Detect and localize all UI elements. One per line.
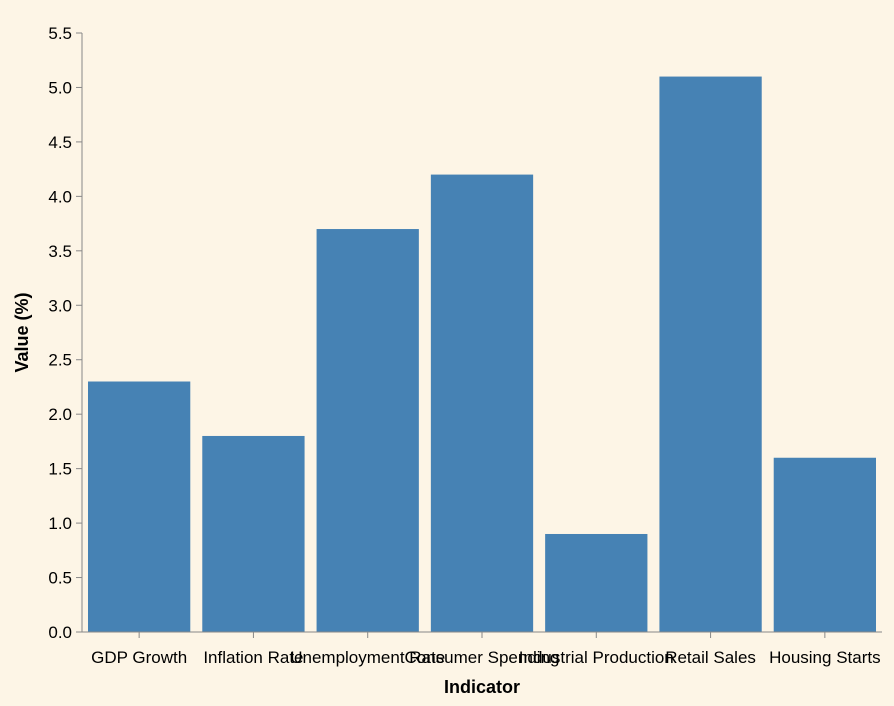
y-tick-label: 3.0 <box>48 296 72 315</box>
x-tick-label: Industrial Production <box>519 648 674 667</box>
y-tick-label: 0.5 <box>48 569 72 588</box>
y-tick-label: 3.5 <box>48 242 72 261</box>
bar-industrial-production <box>545 533 648 632</box>
y-axis-title: Value (%) <box>12 292 32 372</box>
bars <box>88 76 876 632</box>
bar-gdp-growth <box>88 381 191 632</box>
bar-inflation-rate <box>202 435 305 632</box>
y-tick-label: 5.5 <box>48 24 72 43</box>
x-tick-label: Inflation Rate <box>203 648 303 667</box>
y-tick-label: 1.5 <box>48 460 72 479</box>
y-tick-label: 2.5 <box>48 351 72 370</box>
y-tick-label: 0.0 <box>48 623 72 642</box>
x-tick-label: Unemployment Rate <box>290 648 445 667</box>
bar-unemployment-rate <box>316 229 419 632</box>
x-tick-label: Consumer Spending <box>405 648 560 667</box>
x-tick-label: GDP Growth <box>91 648 187 667</box>
y-tick-label: 4.0 <box>48 187 72 206</box>
bar-retail-sales <box>659 76 762 632</box>
y-tick-label: 1.0 <box>48 514 72 533</box>
y-tick-label: 2.0 <box>48 405 72 424</box>
bar-housing-starts <box>773 457 876 632</box>
y-tick-label: 5.0 <box>48 78 72 97</box>
y-tick-label: 4.5 <box>48 133 72 152</box>
y-axis: 0.0 0.5 1.0 1.5 2.0 2.5 3.0 3.5 4.0 4.5 5.0 5.5 <box>48 24 83 642</box>
x-tick-label: Retail Sales <box>665 648 756 667</box>
bar-consumer-spending <box>430 174 534 632</box>
x-tick-label: Housing Starts <box>769 648 881 667</box>
x-axis-title: Indicator <box>444 677 520 697</box>
